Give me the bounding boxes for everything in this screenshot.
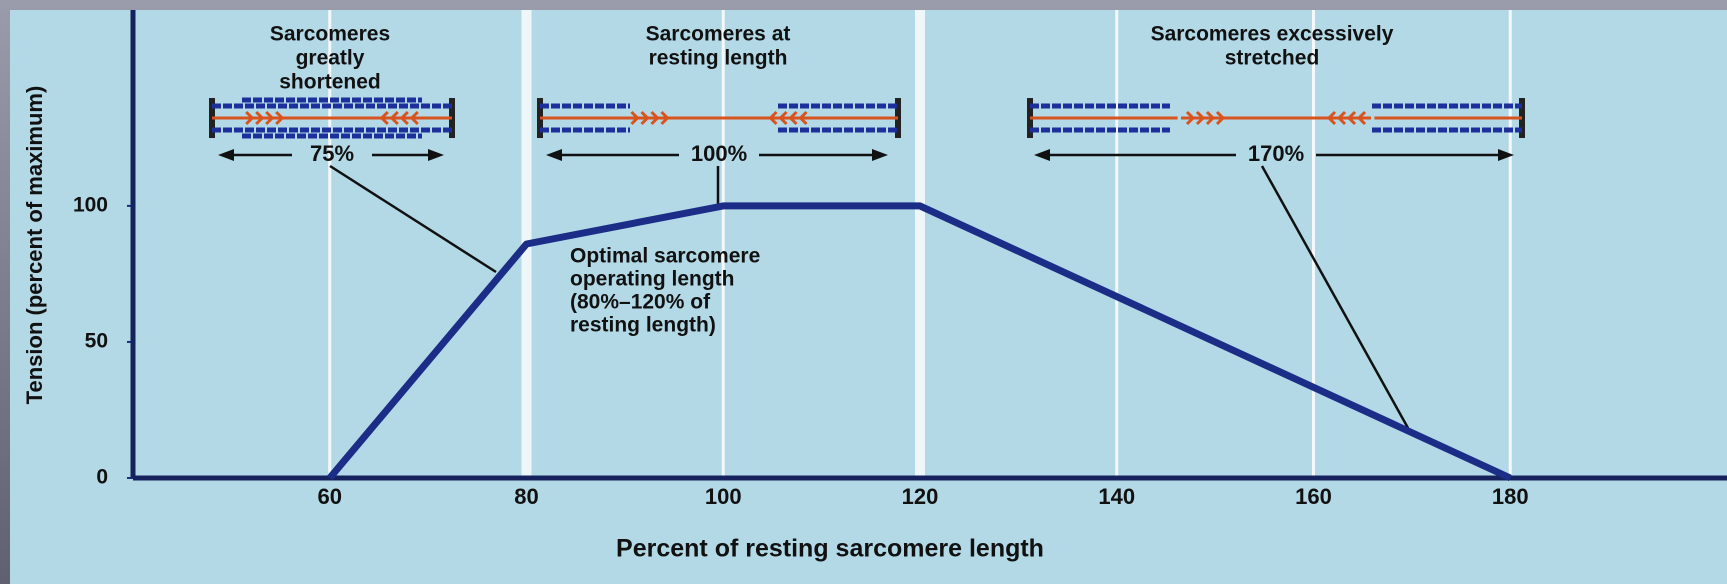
x-tick-label: 100 — [705, 484, 742, 509]
panel-label: 170% — [1248, 141, 1304, 166]
x-tick-label: 120 — [902, 484, 939, 509]
panel-title: stretched — [1225, 47, 1320, 70]
panel-title: shortened — [279, 71, 381, 94]
panel-title: Sarcomeres at — [646, 23, 791, 46]
x-tick-label: 60 — [318, 484, 342, 509]
x-tick-label: 140 — [1098, 484, 1135, 509]
panel-title: Sarcomeres — [270, 23, 390, 46]
plot-background — [10, 10, 1727, 584]
y-tick-label: 100 — [73, 193, 108, 216]
x-tick-label: 180 — [1492, 484, 1529, 509]
x-tick-label: 80 — [514, 484, 538, 509]
page: {"chart_data": { "type": "line", "x_labe… — [0, 0, 1727, 584]
panel-title: Sarcomeres excessively — [1151, 23, 1394, 46]
annotation: Optimal sarcomere — [570, 245, 760, 268]
y-axis-title: Tension (percent of maximum) — [22, 86, 47, 405]
panel-title: resting length — [649, 47, 788, 70]
annotation: (80%–120% of — [570, 291, 711, 314]
x-axis-title: Percent of resting sarcomere length — [616, 535, 1044, 563]
panel-separator — [915, 10, 925, 478]
panel-title: greatly — [296, 47, 365, 70]
x-tick-label: 160 — [1295, 484, 1332, 509]
panel-label: 75% — [310, 141, 354, 166]
annotation: operating length — [570, 268, 735, 291]
y-tick-label: 50 — [85, 330, 108, 353]
panel-label: 100% — [691, 141, 747, 166]
annotation: resting length) — [570, 314, 716, 337]
chart: 60 80 100 120 140 160 180 0 50 100 Sarcomeresgreat… — [0, 0, 1727, 584]
y-tick-label: 0 — [96, 466, 108, 489]
